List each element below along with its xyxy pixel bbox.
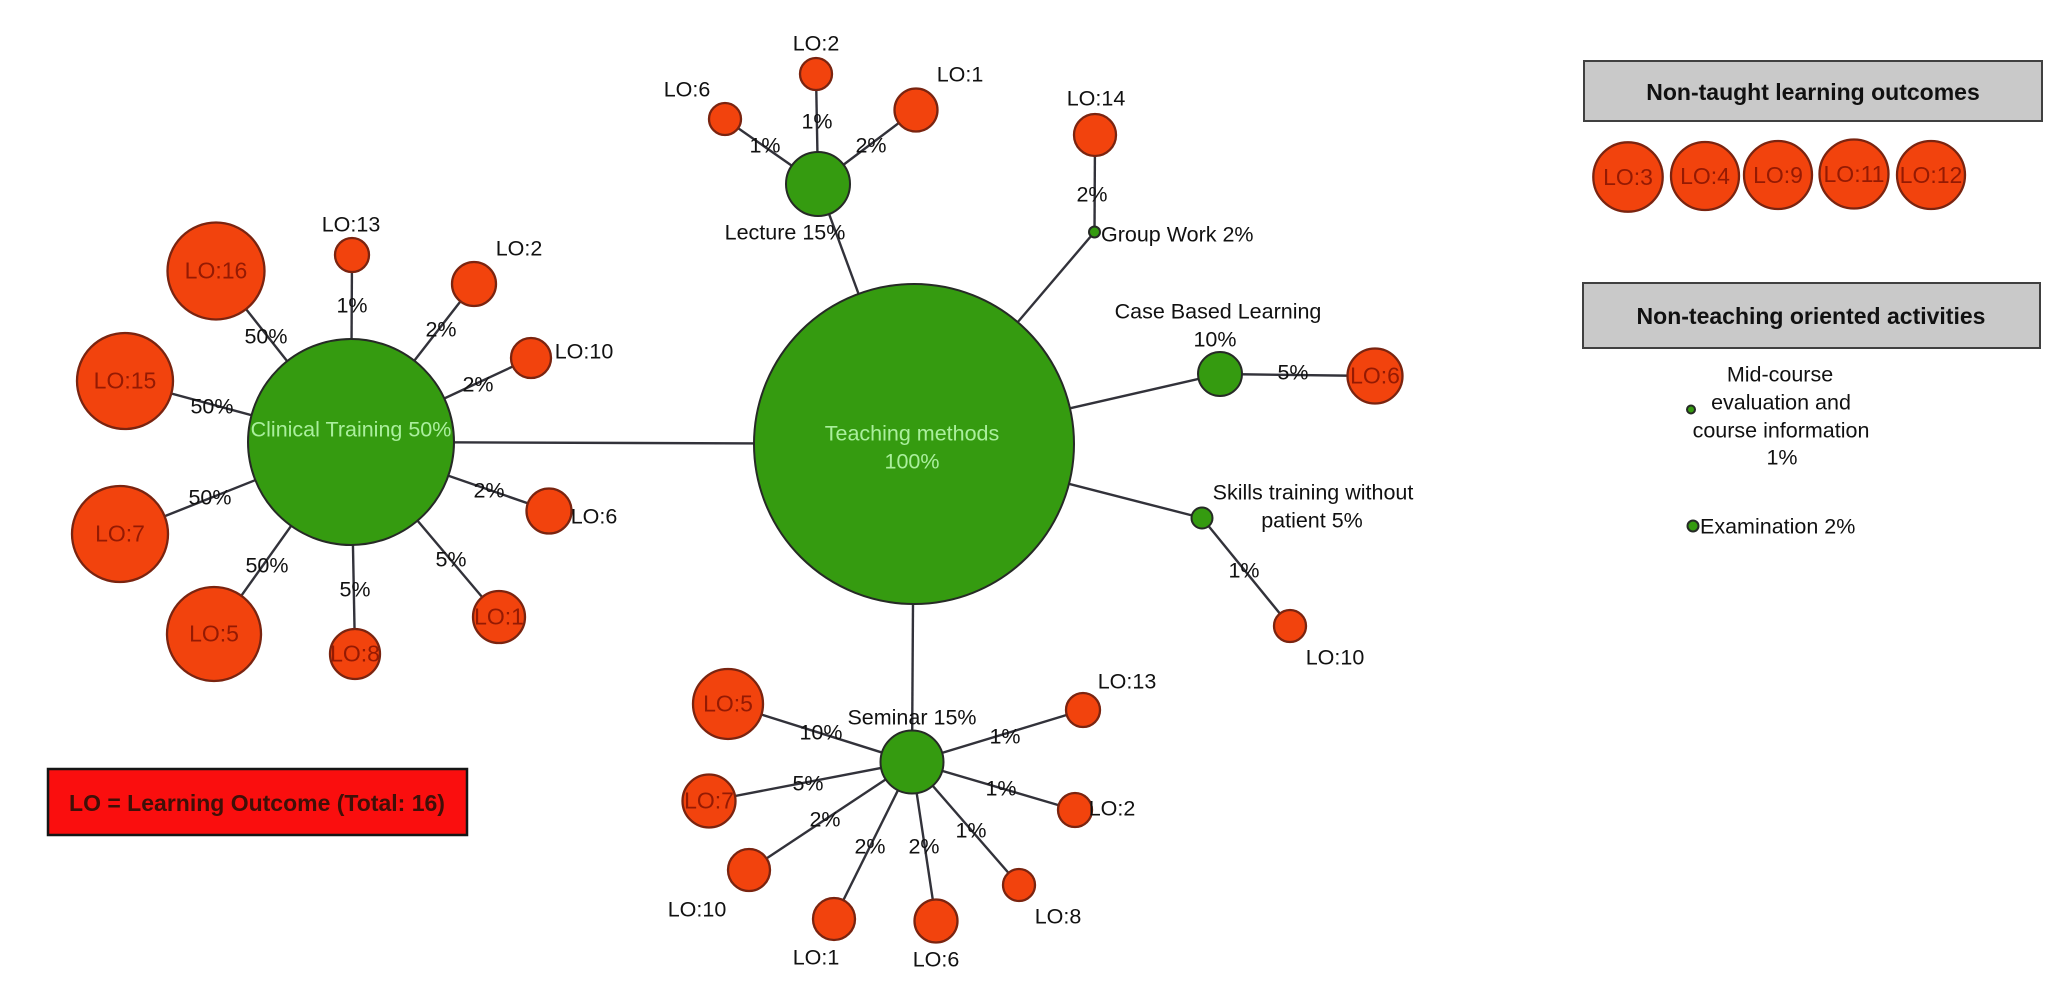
- svg-text:2%: 2%: [462, 373, 493, 397]
- svg-text:Seminar 15%: Seminar 15%: [847, 706, 976, 730]
- svg-text:LO:6: LO:6: [1350, 363, 1400, 389]
- svg-text:Mid-course: Mid-course: [1727, 363, 1833, 387]
- svg-text:LO:7: LO:7: [95, 521, 145, 547]
- svg-text:LO = Learning Outcome (Total:: LO = Learning Outcome (Total: 16): [69, 790, 445, 816]
- svg-text:1%: 1%: [749, 134, 780, 158]
- svg-text:50%: 50%: [190, 395, 233, 419]
- svg-text:course information: course information: [1693, 419, 1870, 443]
- svg-text:Lecture 15%: Lecture 15%: [725, 221, 846, 245]
- svg-text:LO:10: LO:10: [1306, 646, 1365, 670]
- svg-text:LO:1: LO:1: [937, 63, 984, 87]
- svg-text:LO:10: LO:10: [668, 898, 727, 922]
- svg-text:patient 5%: patient 5%: [1261, 509, 1363, 533]
- svg-text:10%: 10%: [1193, 328, 1236, 352]
- svg-text:2%: 2%: [1076, 183, 1107, 207]
- svg-text:LO:5: LO:5: [703, 691, 753, 717]
- svg-text:Teaching methods: Teaching methods: [825, 422, 1000, 446]
- svg-text:LO:10: LO:10: [555, 340, 614, 364]
- svg-text:5%: 5%: [339, 578, 370, 602]
- svg-text:LO:5: LO:5: [189, 621, 239, 647]
- svg-text:1%: 1%: [989, 725, 1020, 749]
- svg-text:2%: 2%: [425, 318, 456, 342]
- svg-text:LO:12: LO:12: [1900, 162, 1963, 188]
- svg-text:1%: 1%: [801, 110, 832, 134]
- svg-text:5%: 5%: [1277, 361, 1308, 385]
- svg-text:LO:6: LO:6: [664, 78, 711, 102]
- svg-text:LO:1: LO:1: [474, 604, 524, 630]
- svg-text:2%: 2%: [855, 134, 886, 158]
- svg-text:LO:2: LO:2: [1089, 797, 1136, 821]
- svg-text:1%: 1%: [985, 777, 1016, 801]
- svg-text:5%: 5%: [435, 548, 466, 572]
- svg-text:LO:1: LO:1: [793, 946, 840, 970]
- svg-text:1%: 1%: [955, 819, 986, 843]
- svg-text:LO:15: LO:15: [94, 368, 157, 394]
- svg-text:50%: 50%: [188, 486, 231, 510]
- svg-text:LO:8: LO:8: [330, 641, 380, 667]
- svg-text:100%: 100%: [885, 450, 940, 474]
- svg-text:LO:7: LO:7: [684, 788, 734, 814]
- svg-text:50%: 50%: [244, 325, 287, 349]
- svg-text:50%: 50%: [245, 554, 288, 578]
- svg-text:LO:11: LO:11: [1824, 161, 1885, 187]
- svg-text:Examination 2%: Examination 2%: [1700, 515, 1855, 539]
- svg-text:Skills training without: Skills training without: [1213, 481, 1414, 505]
- svg-text:LO:3: LO:3: [1603, 164, 1653, 190]
- svg-text:10%: 10%: [799, 721, 842, 745]
- svg-text:2%: 2%: [809, 808, 840, 832]
- svg-text:1%: 1%: [1228, 559, 1259, 583]
- svg-text:1%: 1%: [1766, 446, 1797, 470]
- svg-text:Non-teaching oriented activiti: Non-teaching oriented activities: [1637, 303, 1986, 329]
- svg-text:LO:4: LO:4: [1680, 163, 1730, 189]
- svg-text:5%: 5%: [792, 772, 823, 796]
- svg-text:LO:14: LO:14: [1067, 87, 1126, 111]
- svg-text:Clinical Training 50%: Clinical Training 50%: [251, 418, 452, 442]
- svg-text:1%: 1%: [336, 294, 367, 318]
- svg-text:Non-taught learning outcomes: Non-taught learning outcomes: [1646, 79, 1980, 105]
- svg-text:LO:6: LO:6: [571, 505, 618, 529]
- svg-text:LO:9: LO:9: [1753, 162, 1803, 188]
- svg-text:Case Based Learning: Case Based Learning: [1115, 300, 1322, 324]
- svg-text:LO:2: LO:2: [793, 32, 840, 56]
- svg-text:Group Work 2%: Group Work 2%: [1101, 223, 1254, 247]
- svg-text:LO:13: LO:13: [1098, 670, 1157, 694]
- svg-text:LO:16: LO:16: [185, 258, 248, 284]
- svg-text:LO:2: LO:2: [496, 237, 543, 261]
- svg-text:2%: 2%: [908, 835, 939, 859]
- svg-text:evaluation and: evaluation and: [1711, 391, 1851, 415]
- svg-text:LO:6: LO:6: [913, 948, 960, 972]
- svg-text:LO:13: LO:13: [322, 213, 381, 237]
- svg-text:2%: 2%: [854, 835, 885, 859]
- svg-text:LO:8: LO:8: [1035, 905, 1082, 929]
- svg-text:2%: 2%: [473, 479, 504, 503]
